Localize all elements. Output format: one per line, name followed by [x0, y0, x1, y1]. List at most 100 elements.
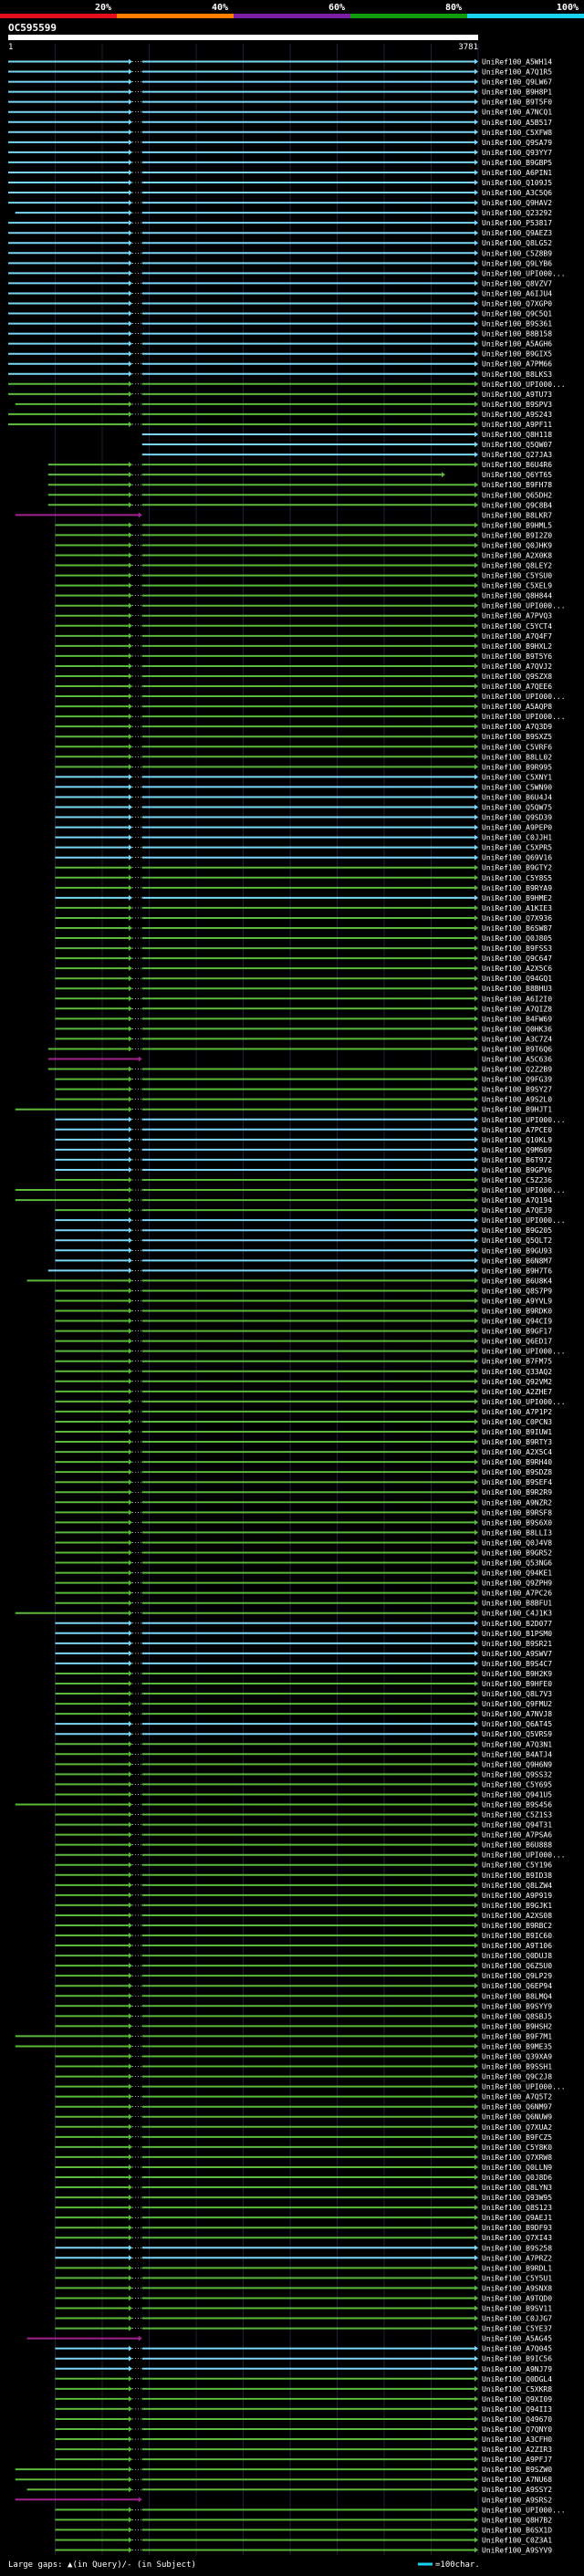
hit-label[interactable]: UniRef100_Q8LG52: [482, 239, 552, 247]
hit-label[interactable]: UniRef100_Q94T31: [482, 1821, 552, 1830]
hit-label[interactable]: UniRef100_P53817: [482, 219, 552, 227]
hit-label[interactable]: UniRef100_A7NVJ8: [482, 1710, 552, 1718]
hit-label[interactable]: UniRef100_B8LKR7: [482, 511, 552, 519]
hit-label[interactable]: UniRef100_Q6Z5U0: [482, 1962, 552, 1970]
hit-label[interactable]: UniRef100_B8LLI3: [482, 1528, 552, 1537]
hit-label[interactable]: UniRef100_B6SW87: [482, 924, 552, 933]
hit-label[interactable]: UniRef100_Q7X936: [482, 914, 552, 923]
hit-label[interactable]: UniRef100_B9IC56: [482, 2355, 552, 2363]
hit-label[interactable]: UniRef100_A7PSA6: [482, 1831, 552, 1840]
hit-label[interactable]: UniRef100_Q6YT65: [482, 471, 552, 479]
hit-label[interactable]: UniRef100_A9TU73: [482, 391, 552, 399]
hit-label[interactable]: UniRef100_Q9H6N9: [482, 1760, 552, 1768]
hit-label[interactable]: UniRef100_B9HXL2: [482, 642, 552, 651]
hit-label[interactable]: UniRef100_B9FCZ5: [482, 2133, 552, 2142]
hit-label[interactable]: UniRef100_B9H2K9: [482, 1670, 552, 1678]
hit-label[interactable]: UniRef100_A6I2I0: [482, 995, 552, 1003]
hit-label[interactable]: UniRef100_B9GBP5: [482, 159, 552, 167]
hit-label[interactable]: UniRef100_B9R2R9: [482, 1488, 552, 1497]
hit-label[interactable]: UniRef100_Q8LZW4: [482, 1882, 552, 1890]
hit-label[interactable]: UniRef100_Q9LW67: [482, 78, 552, 87]
hit-label[interactable]: UniRef100_A2X5C4: [482, 1448, 552, 1456]
hit-label[interactable]: UniRef100_UPI000...: [482, 381, 566, 389]
hit-label[interactable]: UniRef100_B9RDL1: [482, 2264, 552, 2272]
hit-label[interactable]: UniRef100_A7NCQ1: [482, 109, 552, 117]
hit-label[interactable]: UniRef100_Q7XI43: [482, 2234, 552, 2242]
hit-label[interactable]: UniRef100_C4J1K3: [482, 1610, 552, 1618]
hit-label[interactable]: UniRef100_A9S2L0: [482, 1096, 552, 1104]
hit-label[interactable]: UniRef100_A7QVJ2: [482, 662, 552, 671]
hit-label[interactable]: UniRef100_A6PIN1: [482, 169, 552, 177]
hit-label[interactable]: UniRef100_Q9FG39: [482, 1076, 552, 1084]
hit-label[interactable]: UniRef100_B9GTY2: [482, 864, 552, 872]
hit-label[interactable]: UniRef100_C5XNY1: [482, 773, 552, 781]
hit-label[interactable]: UniRef100_C5Y8S5: [482, 874, 552, 882]
hit-label[interactable]: UniRef100_B9S456: [482, 1800, 552, 1809]
hit-label[interactable]: UniRef100_C5XFW8: [482, 129, 552, 137]
hit-label[interactable]: UniRef100_Q6ED17: [482, 1338, 552, 1346]
hit-label[interactable]: UniRef100_C5Z1S3: [482, 1811, 552, 1820]
hit-label[interactable]: UniRef100_C5Y8K0: [482, 2143, 552, 2152]
hit-label[interactable]: UniRef100_Q8H844: [482, 592, 552, 600]
hit-label[interactable]: UniRef100_Q0J4V8: [482, 1538, 552, 1547]
hit-label[interactable]: UniRef100_C0Z3A1: [482, 2536, 552, 2544]
hit-label[interactable]: UniRef100_Q0LLN9: [482, 2164, 552, 2172]
hit-label[interactable]: UniRef100_A7Q3D9: [482, 723, 552, 731]
hit-label[interactable]: UniRef100_B9T5Y6: [482, 652, 552, 661]
hit-label[interactable]: UniRef100_Q8LYN3: [482, 2184, 552, 2192]
hit-label[interactable]: UniRef100_A7Q194: [482, 1196, 552, 1205]
hit-label[interactable]: UniRef100_A2X5C6: [482, 965, 552, 973]
hit-label[interactable]: UniRef100_Q9C5Q1: [482, 310, 552, 318]
hit-label[interactable]: UniRef100_B9FH78: [482, 481, 552, 489]
hit-label[interactable]: UniRef100_Q9C8B4: [482, 501, 552, 509]
hit-label[interactable]: UniRef100_Q9SA79: [482, 139, 552, 147]
hit-label[interactable]: UniRef100_Q8S7P9: [482, 1287, 552, 1295]
hit-label[interactable]: UniRef100_UPI000...: [482, 1186, 566, 1194]
hit-label[interactable]: UniRef100_B9G205: [482, 1226, 552, 1235]
hit-label[interactable]: UniRef100_A5B517: [482, 119, 552, 127]
hit-label[interactable]: UniRef100_C5YSU0: [482, 572, 552, 580]
hit-label[interactable]: UniRef100_B6N8M7: [482, 1257, 552, 1265]
hit-label[interactable]: UniRef100_Q8H7B2: [482, 2516, 552, 2524]
hit-label[interactable]: UniRef100_Q7XRW8: [482, 2154, 552, 2162]
hit-label[interactable]: UniRef100_UPI000...: [482, 713, 566, 721]
hit-label[interactable]: UniRef100_C5Y695: [482, 1780, 552, 1789]
hit-label[interactable]: UniRef100_B9SDZ8: [482, 1468, 552, 1476]
hit-label[interactable]: UniRef100_B9DF93: [482, 2224, 552, 2232]
hit-label[interactable]: UniRef100_B9RYA9: [482, 884, 552, 892]
hit-label[interactable]: UniRef100_B9T5F0: [482, 99, 552, 107]
hit-label[interactable]: UniRef100_B9FSS3: [482, 944, 552, 953]
hit-label[interactable]: UniRef100_B9SXZ5: [482, 733, 552, 741]
hit-label[interactable]: UniRef100_Q5QW07: [482, 441, 552, 449]
hit-label[interactable]: UniRef100_A7PRZ2: [482, 2254, 552, 2262]
hit-label[interactable]: UniRef100_Q7XUA2: [482, 2123, 552, 2132]
hit-label[interactable]: UniRef100_Q941U5: [482, 1790, 552, 1799]
hit-label[interactable]: UniRef100_B4FW69: [482, 1015, 552, 1023]
hit-label[interactable]: UniRef100_B9S258: [482, 2244, 552, 2252]
hit-label[interactable]: UniRef100_Q0HK36: [482, 1025, 552, 1033]
hit-label[interactable]: UniRef100_C5VRF6: [482, 743, 552, 751]
hit-label[interactable]: UniRef100_A7Q5T2: [482, 2093, 552, 2101]
hit-label[interactable]: UniRef100_Q9XI09: [482, 2395, 552, 2404]
hit-label[interactable]: UniRef100_UPI000...: [482, 1851, 566, 1860]
hit-label[interactable]: UniRef100_Q94II3: [482, 2405, 552, 2414]
hit-label[interactable]: UniRef100_Q53NG6: [482, 1559, 552, 1568]
hit-label[interactable]: UniRef100_A9P919: [482, 1892, 552, 1900]
hit-label[interactable]: UniRef100_B9GJK1: [482, 1902, 552, 1910]
hit-label[interactable]: UniRef100_Q5VRS9: [482, 1730, 552, 1738]
hit-label[interactable]: UniRef100_Q9M609: [482, 1146, 552, 1154]
hit-label[interactable]: UniRef100_UPI000...: [482, 269, 566, 277]
hit-label[interactable]: UniRef100_Q23292: [482, 209, 552, 217]
hit-label[interactable]: UniRef100_Q5QW75: [482, 804, 552, 812]
hit-label[interactable]: UniRef100_B9GIX5: [482, 350, 552, 359]
hit-label[interactable]: UniRef100_C0JJH1: [482, 834, 552, 842]
hit-label[interactable]: UniRef100_B9GU93: [482, 1246, 552, 1255]
hit-label[interactable]: UniRef100_C5Y196: [482, 1862, 552, 1870]
hit-label[interactable]: UniRef100_B6U8K4: [482, 1277, 552, 1285]
hit-label[interactable]: UniRef100_B9RDK0: [482, 1308, 552, 1316]
hit-label[interactable]: UniRef100_Q9LP29: [482, 1972, 552, 1980]
hit-label[interactable]: UniRef100_Q94GQ1: [482, 975, 552, 983]
hit-label[interactable]: UniRef100_UPI000...: [482, 2083, 566, 2091]
hit-label[interactable]: UniRef100_B9H7T6: [482, 1267, 552, 1275]
hit-label[interactable]: UniRef100_B8LL02: [482, 753, 552, 761]
